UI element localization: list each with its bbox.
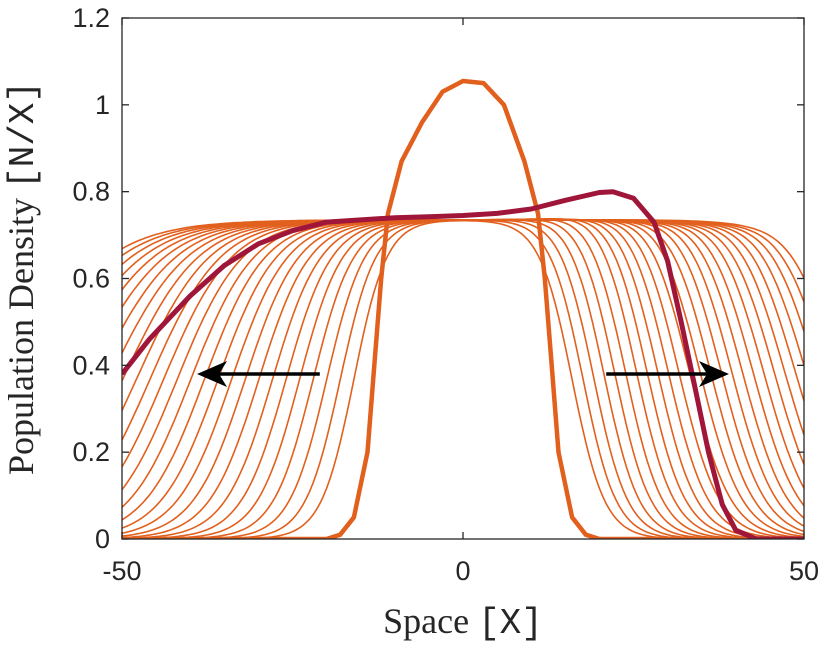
y-tick-label: 0.4 — [72, 350, 110, 380]
plot-background — [122, 18, 804, 539]
x-tick-label: 50 — [789, 556, 819, 586]
y-axis-label: Population Density [N/X] — [1, 81, 44, 475]
arrow-right — [606, 361, 729, 388]
initial-profile-line — [122, 78, 804, 539]
y-tick-label: 0.6 — [72, 264, 110, 294]
y-tick-label: 0 — [95, 524, 110, 554]
main-profiles — [122, 78, 804, 539]
y-tick-label: 0.2 — [72, 437, 110, 467]
x-tick-label: -50 — [102, 556, 141, 586]
y-tick-label: 0.8 — [72, 177, 110, 207]
x-tick-label: 0 — [455, 556, 470, 586]
arrow-left — [197, 361, 320, 388]
family-profile-line — [122, 219, 804, 279]
y-tick-label: 1.2 — [72, 3, 110, 33]
highlighted-profile-line — [122, 189, 804, 539]
x-axis-label: Space [X] — [383, 601, 543, 644]
y-tick-label: 1 — [95, 90, 110, 120]
axis-ticks — [121, 17, 805, 540]
profile-family — [122, 218, 804, 539]
direction-arrows — [197, 361, 729, 388]
